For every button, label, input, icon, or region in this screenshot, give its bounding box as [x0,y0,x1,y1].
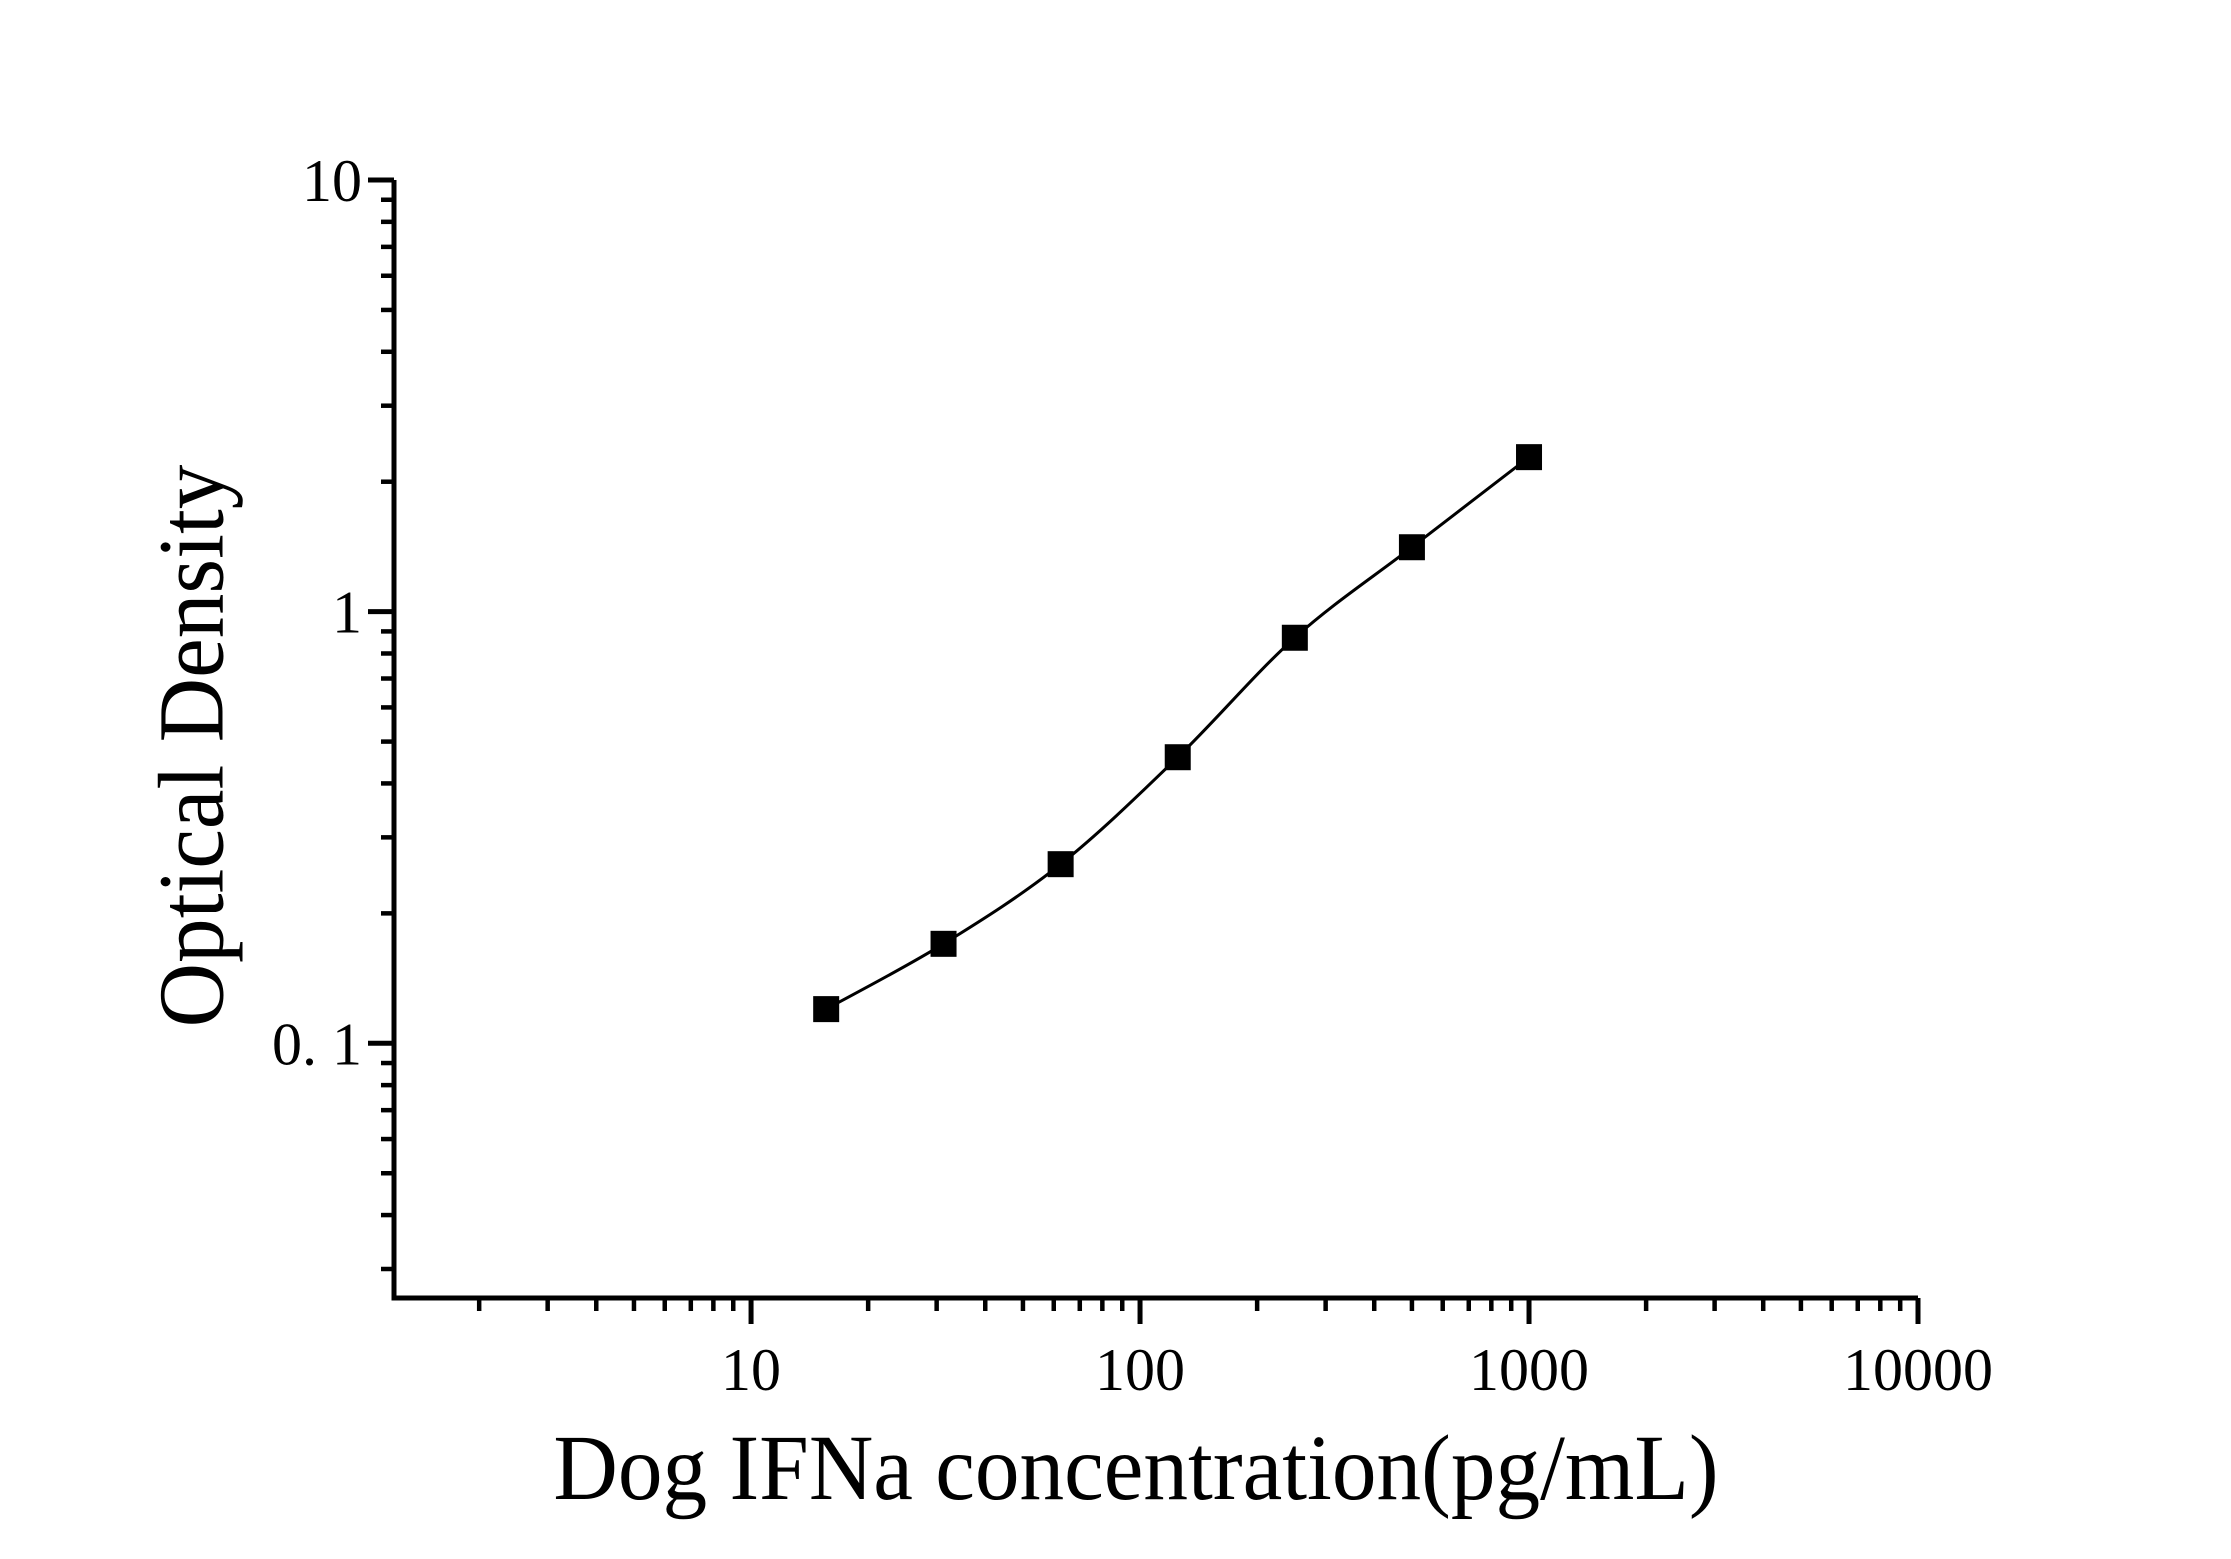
data-point-square-marker [813,996,840,1023]
data-point-square-marker [1516,444,1543,471]
x-tick-label: 100 [1095,1337,1185,1403]
axis-lines [391,180,1918,1301]
data-point-square-marker [1281,624,1308,651]
y-tick-label: 0. 1 [272,1011,362,1077]
y-tick-label: 1 [332,580,362,646]
y-axis-title: Optical Density [140,464,244,1028]
x-tick-label: 10 [721,1337,781,1403]
data-point-square-marker [930,930,957,957]
x-tick-label: 10000 [1843,1337,1993,1403]
data-point-square-marker [1047,851,1074,878]
data-point-square-marker [1398,534,1425,561]
x-tick-label: 1000 [1469,1337,1589,1403]
data-point-square-marker [1164,744,1191,771]
x-axis-title: Dog IFNa concentration(pg/mL) [553,1417,1719,1520]
y-tick-label: 10 [302,148,362,214]
